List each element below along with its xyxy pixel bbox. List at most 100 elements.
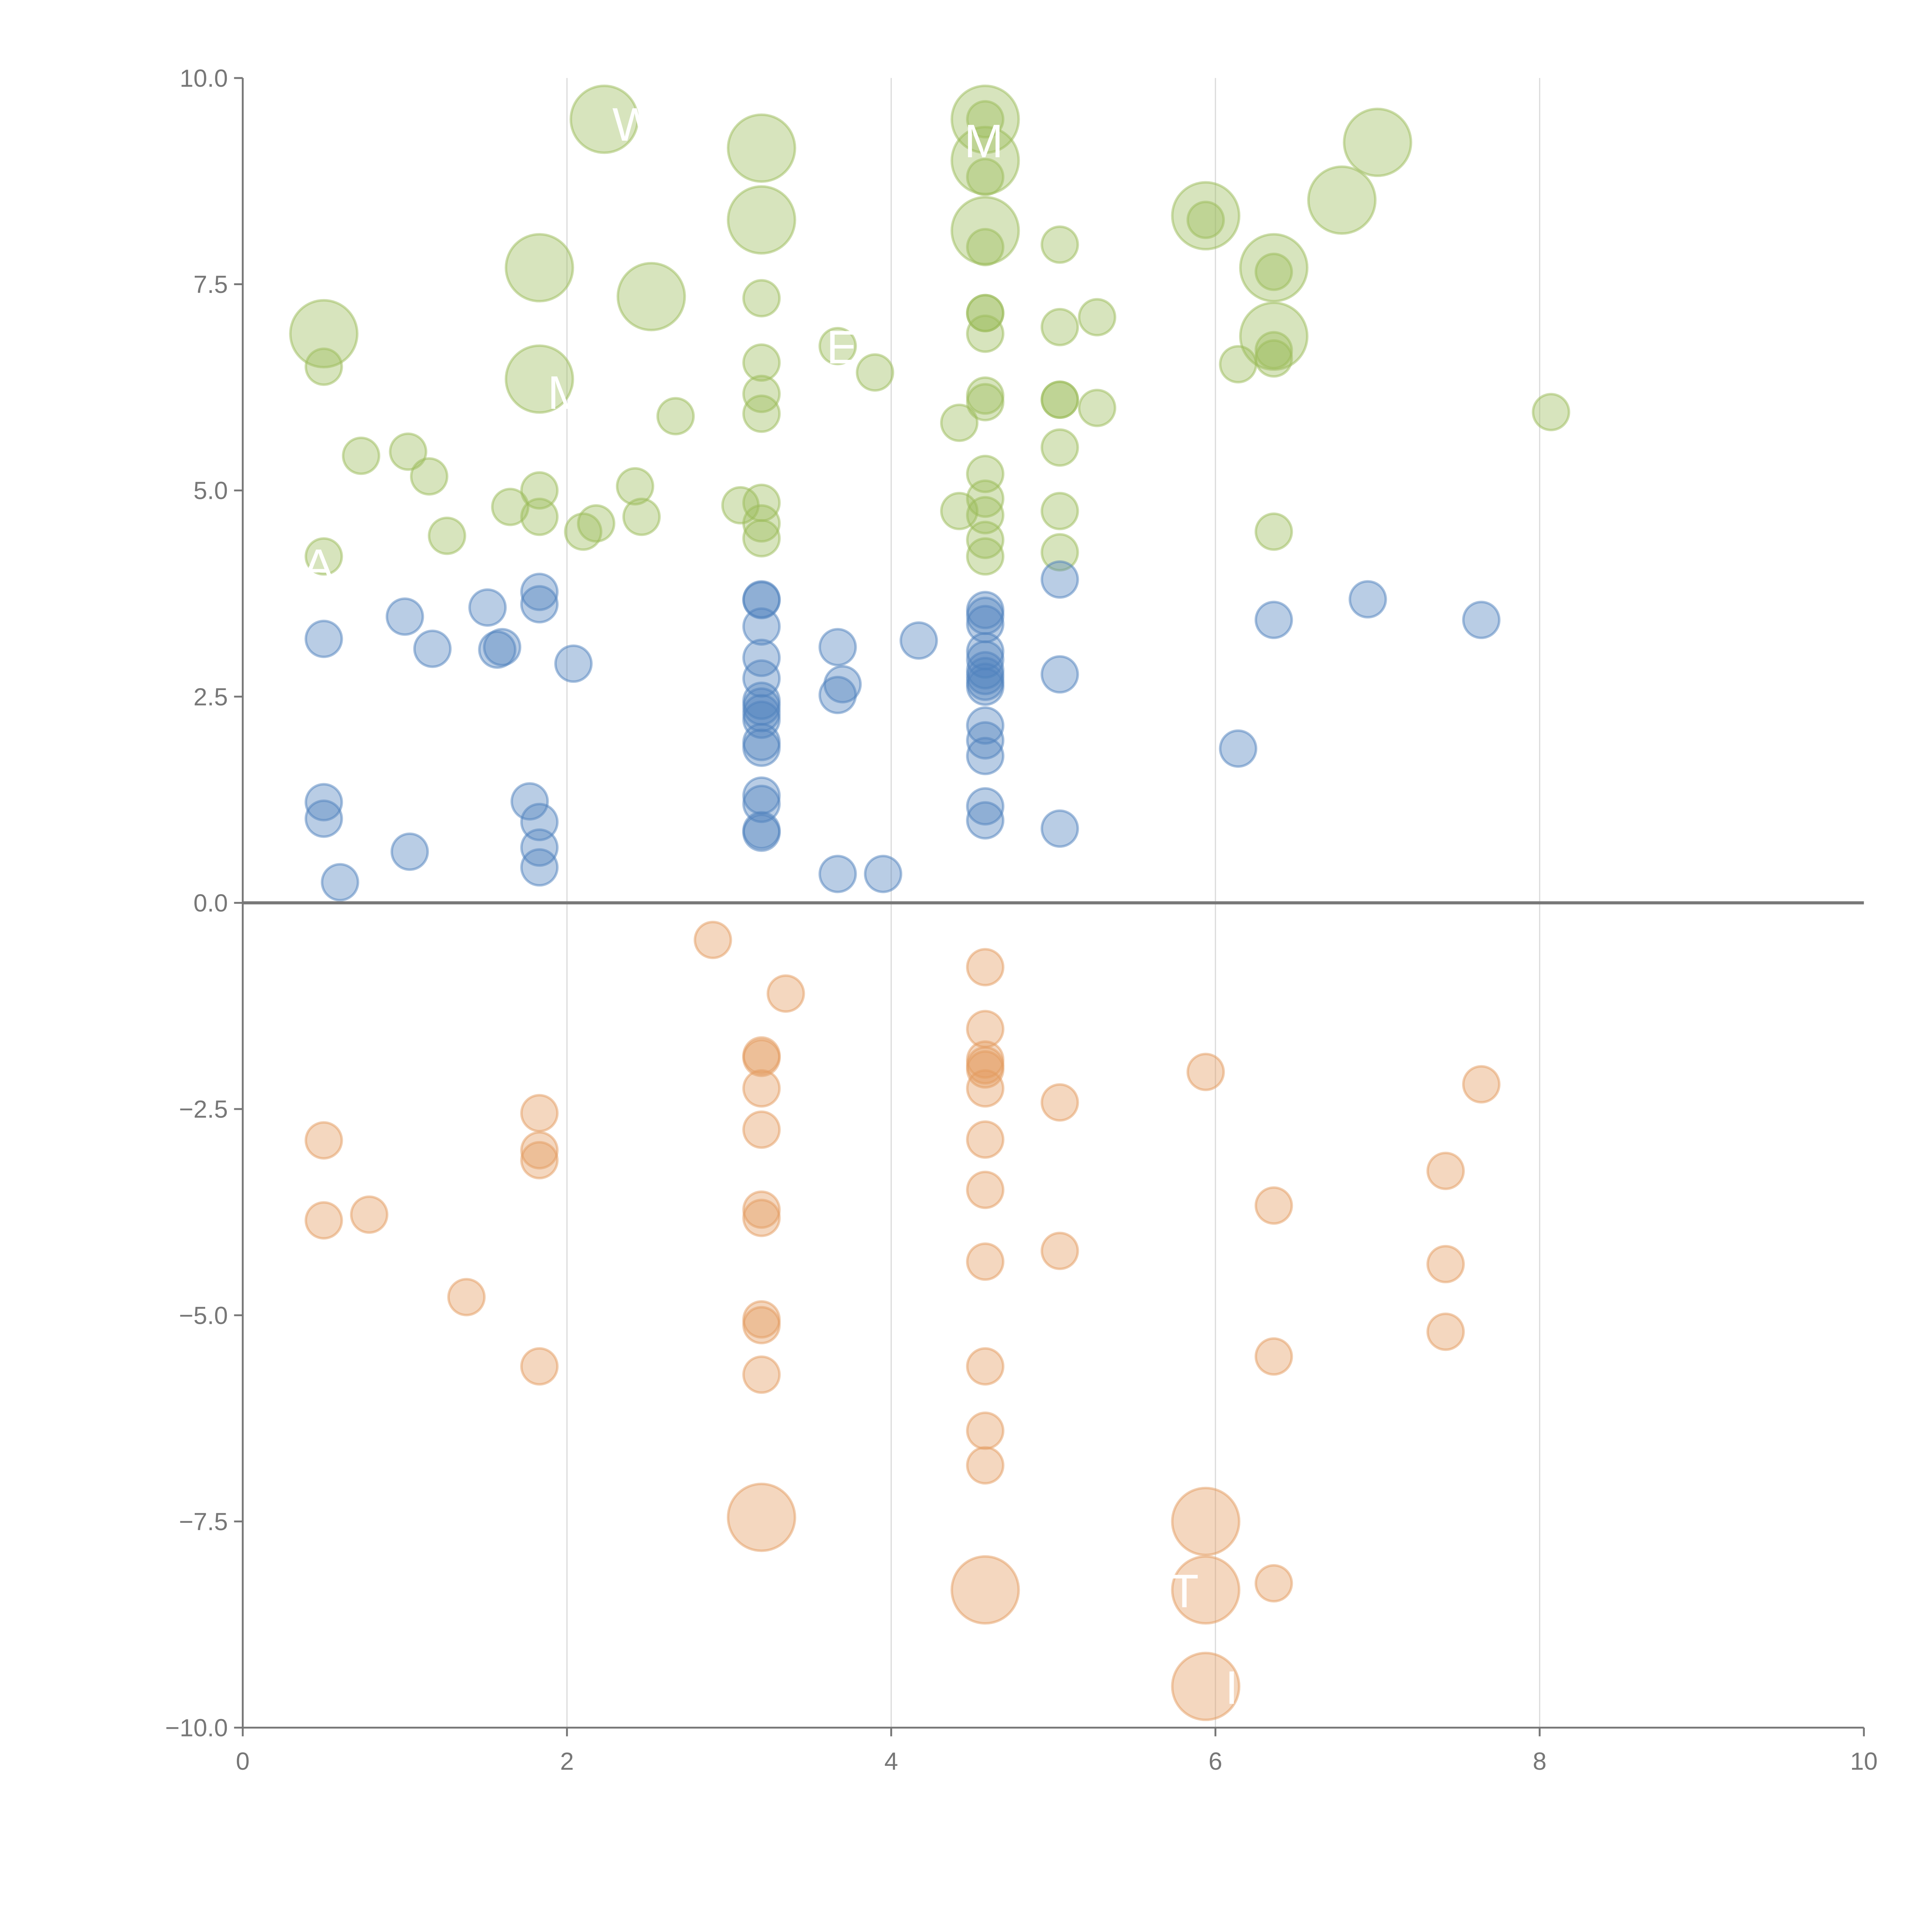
data-point-green bbox=[1078, 298, 1116, 337]
data-point-blue bbox=[966, 787, 1005, 826]
data-point-blue bbox=[304, 783, 343, 821]
data-point-orange bbox=[304, 1201, 343, 1240]
x-tick-label: 10 bbox=[1850, 1747, 1878, 1775]
data-point-blue bbox=[742, 700, 781, 739]
data-point-blue bbox=[1219, 729, 1257, 768]
data-point-orange bbox=[1171, 1555, 1241, 1625]
y-tick-label: 10.0 bbox=[180, 64, 228, 92]
data-point-orange bbox=[742, 1306, 781, 1345]
data-point-blue bbox=[510, 782, 549, 821]
data-point-orange bbox=[304, 1121, 343, 1160]
data-point-green bbox=[622, 497, 661, 536]
data-point-green bbox=[1307, 165, 1377, 235]
data-point-green bbox=[342, 436, 381, 475]
data-point-green bbox=[727, 113, 796, 183]
y-tick-label: 0.0 bbox=[194, 889, 228, 917]
data-points bbox=[289, 84, 1570, 1721]
data-point-orange bbox=[1171, 1651, 1241, 1721]
data-point-blue bbox=[966, 667, 1005, 706]
data-point-orange bbox=[350, 1195, 389, 1234]
data-point-orange bbox=[742, 1355, 781, 1394]
data-point-blue bbox=[304, 799, 343, 838]
data-point-green bbox=[742, 395, 781, 433]
data-point-green bbox=[520, 471, 559, 510]
data-point-blue bbox=[321, 863, 359, 901]
data-point-green bbox=[966, 314, 1005, 353]
data-point-green bbox=[428, 516, 466, 555]
data-point-blue bbox=[966, 721, 1005, 760]
data-point-blue bbox=[742, 813, 781, 852]
data-point-green bbox=[966, 158, 1005, 196]
data-point-green bbox=[1171, 181, 1241, 251]
data-point-orange bbox=[742, 1190, 781, 1229]
data-point-orange bbox=[520, 1094, 559, 1133]
data-point-blue bbox=[483, 628, 522, 667]
data-point-orange bbox=[1426, 1245, 1465, 1284]
data-point-orange bbox=[966, 1242, 1005, 1281]
data-point-blue bbox=[520, 585, 559, 624]
data-point-blue bbox=[966, 801, 1005, 840]
data-point-orange bbox=[520, 1347, 559, 1386]
data-point-green bbox=[304, 537, 343, 576]
data-point-green bbox=[951, 84, 1020, 154]
data-point-orange bbox=[742, 1069, 781, 1108]
data-point-orange bbox=[767, 974, 805, 1013]
y-tick-label: −2.5 bbox=[179, 1095, 228, 1123]
data-point-blue bbox=[742, 638, 781, 677]
annotation-label: T bbox=[1170, 1565, 1199, 1617]
data-point-blue bbox=[966, 736, 1005, 776]
data-point-orange bbox=[966, 1347, 1005, 1386]
data-point-green bbox=[577, 504, 616, 543]
data-point-orange bbox=[966, 1170, 1005, 1209]
annotation-label: I bbox=[1225, 1661, 1238, 1714]
data-point-orange bbox=[742, 1199, 781, 1237]
data-point-blue bbox=[520, 848, 559, 887]
data-point-blue bbox=[1041, 560, 1079, 599]
data-point-orange bbox=[1254, 1337, 1293, 1376]
data-point-green bbox=[1041, 308, 1079, 347]
data-point-green bbox=[656, 397, 695, 435]
data-point-orange bbox=[1254, 1564, 1293, 1603]
data-point-green bbox=[616, 467, 655, 506]
data-point-blue bbox=[1349, 580, 1387, 619]
y-tick-label: −5.0 bbox=[179, 1301, 228, 1329]
data-point-green bbox=[966, 228, 1005, 267]
data-point-orange bbox=[1041, 1231, 1079, 1270]
annotation-label: M bbox=[548, 366, 587, 419]
annotation-label: E bbox=[827, 321, 858, 374]
data-point-orange bbox=[520, 1141, 559, 1180]
data-point-blue bbox=[520, 828, 559, 867]
data-point-blue bbox=[966, 706, 1005, 745]
annotation-label: W bbox=[612, 98, 657, 151]
x-tick-label: 8 bbox=[1533, 1747, 1547, 1775]
data-point-blue bbox=[966, 640, 1005, 679]
y-tick-label: 5.0 bbox=[194, 477, 228, 505]
data-point-blue bbox=[390, 832, 429, 871]
data-point-green bbox=[1041, 492, 1079, 531]
annotation-label: A bbox=[303, 539, 334, 592]
data-point-green bbox=[855, 353, 895, 392]
data-point-orange bbox=[1186, 1053, 1225, 1091]
data-point-green bbox=[742, 374, 781, 413]
data-point-orange bbox=[447, 1278, 486, 1316]
x-tick-label: 4 bbox=[884, 1747, 898, 1775]
data-point-blue bbox=[554, 644, 593, 683]
data-point-blue bbox=[1462, 600, 1501, 639]
data-point-orange bbox=[1426, 1151, 1465, 1190]
data-point-orange bbox=[966, 948, 1005, 986]
x-tick-label: 0 bbox=[236, 1747, 250, 1775]
data-point-blue bbox=[818, 628, 857, 667]
data-point-green bbox=[742, 519, 781, 558]
data-point-green bbox=[742, 504, 781, 543]
data-point-orange bbox=[727, 1483, 796, 1552]
data-point-orange bbox=[966, 1412, 1005, 1450]
axes: 0 2 4 6 8 10 10.0 7.5 5.0 2.5 0.0 −2.5 −5.0 −7.5 −10.0 bbox=[165, 64, 1878, 1775]
data-point-green bbox=[389, 432, 427, 471]
data-point-green bbox=[1239, 233, 1309, 303]
x-tick-label: 6 bbox=[1209, 1747, 1223, 1775]
data-point-blue bbox=[818, 855, 857, 893]
annotation-label: M bbox=[964, 115, 1003, 167]
y-tick-label: −7.5 bbox=[179, 1508, 228, 1536]
data-point-green bbox=[289, 299, 359, 369]
